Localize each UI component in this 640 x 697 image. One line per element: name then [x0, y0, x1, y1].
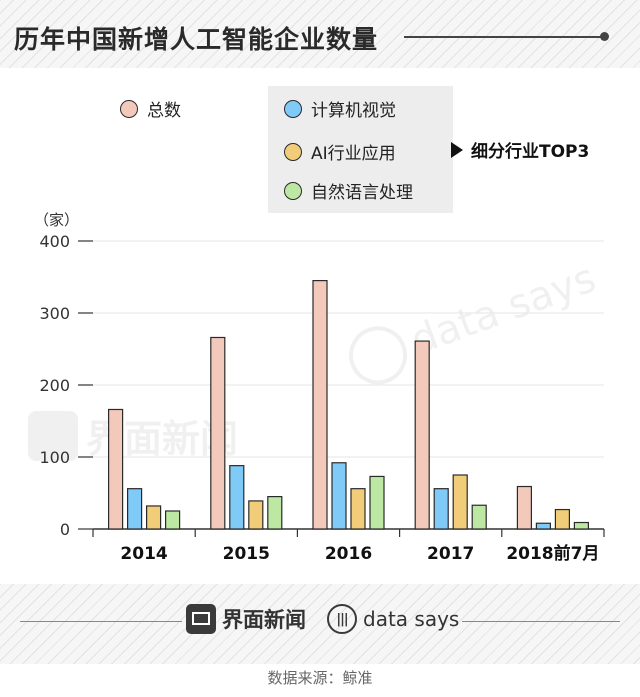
logo-jiemian-text: 界面新闻: [222, 608, 306, 632]
triangle-right-icon: [451, 141, 463, 158]
footer-band: [0, 584, 640, 664]
x-tick-label: 2018前7月: [506, 543, 599, 564]
footer-rule-left: [20, 621, 182, 622]
legend-swatch-total: [120, 99, 138, 118]
logo-jiemian: 界面新闻: [186, 604, 306, 634]
title-rule-dot: [600, 32, 609, 41]
x-tick-label: 2017: [427, 544, 474, 564]
x-tick-label: 2015: [223, 544, 270, 564]
y-tick-label: 0: [60, 520, 70, 539]
bar-chart: （家） 0 100 200 300 400 2014 2015 2016 2017 2018前7月: [34, 211, 605, 564]
top3-label: 细分行业TOP3: [471, 142, 590, 162]
legend-swatch-nlp: [284, 181, 302, 200]
data-source: 数据来源：鲸准: [267, 669, 373, 687]
legend-swatch-computer-vision: [284, 99, 302, 118]
datasays-logo-icon: |||: [327, 604, 357, 634]
bar: [331, 462, 347, 530]
bar: [146, 505, 162, 530]
legend-item-computer-vision: 计算机视觉: [284, 96, 396, 121]
y-tick-label: 400: [39, 232, 70, 251]
y-tick-label: 300: [39, 304, 70, 323]
legend-item-nlp: 自然语言处理: [284, 178, 413, 203]
bar: [126, 488, 143, 530]
bar: [248, 500, 264, 530]
bar: [210, 336, 226, 530]
bar: [350, 488, 366, 530]
legend-item-total: 总数: [120, 96, 181, 121]
x-tick-label: 2016: [325, 544, 372, 564]
title-rule: [404, 36, 602, 38]
jiemian-logo-icon: [186, 604, 216, 634]
bar: [554, 508, 571, 530]
bar: [573, 521, 590, 530]
legend-label-nlp: 自然语言处理: [311, 183, 413, 203]
bar: [165, 510, 181, 530]
watermark-jiemian-icon: [28, 410, 78, 461]
bar: [107, 408, 124, 530]
bar: [267, 496, 283, 530]
footer-rule-right: [462, 621, 620, 622]
bar: [229, 465, 245, 530]
bar: [516, 485, 533, 530]
bar: [414, 340, 430, 530]
bar: [433, 488, 449, 530]
logo-datasays-text: data says: [363, 607, 460, 631]
bar: [452, 474, 468, 530]
y-axis-label: （家）: [34, 211, 79, 229]
header-band: [0, 0, 640, 68]
logo-datasays: ||| data says: [327, 604, 459, 634]
bar: [369, 475, 385, 530]
legend-label-total: 总数: [147, 101, 181, 121]
top3-callout: 细分行业TOP3: [451, 137, 589, 162]
chart-title: 历年中国新增人工智能企业数量: [14, 25, 379, 54]
x-tick-label: 2014: [120, 544, 167, 564]
legend-label-computer-vision: 计算机视觉: [311, 101, 396, 121]
legend-label-ai-industry: AI行业应用: [311, 144, 396, 164]
bar: [535, 522, 552, 530]
bar: [312, 280, 328, 530]
legend-swatch-ai-industry: [284, 142, 302, 161]
y-tick-label: 200: [39, 376, 70, 395]
legend-item-ai-industry: AI行业应用: [284, 139, 396, 164]
bar: [471, 504, 487, 530]
y-tick-label: 100: [39, 448, 70, 467]
